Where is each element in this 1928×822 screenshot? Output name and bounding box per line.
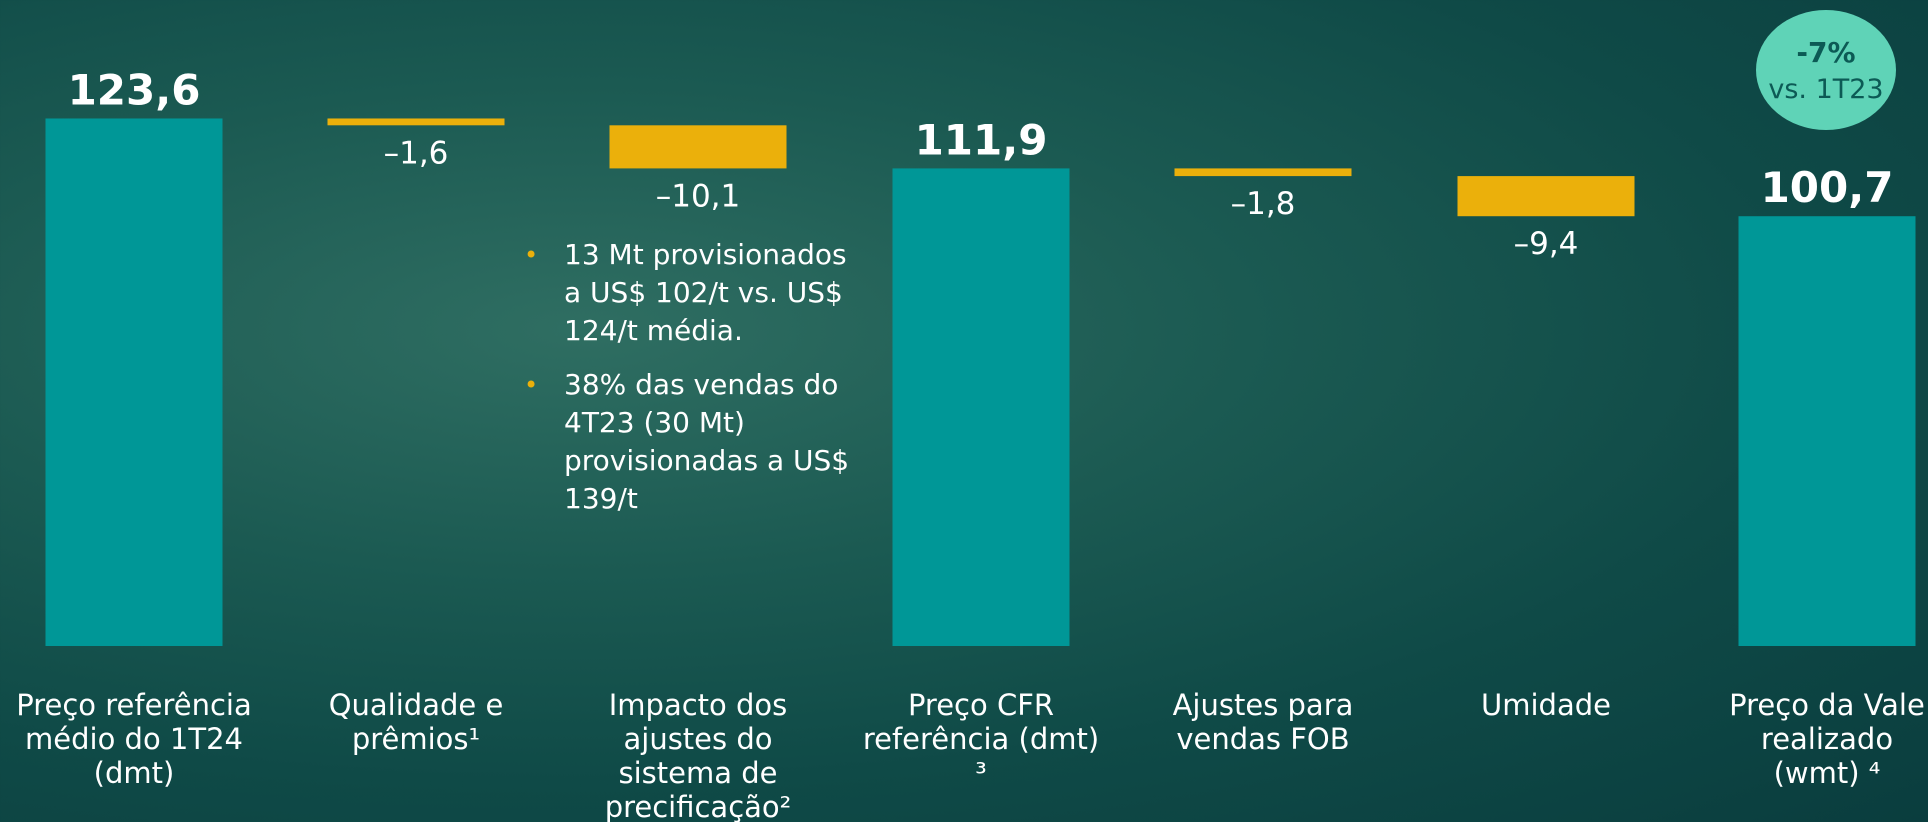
bullet: 13 Mt provisionados a US$ 102/t vs. US$ … (524, 236, 860, 350)
delta-bar (327, 118, 505, 126)
value-label: –1,8 (1231, 186, 1296, 222)
bullet: 38% das vendas do 4T23 (30 Mt) provision… (524, 366, 860, 518)
value-label: 100,7 (1761, 163, 1894, 212)
delta-bar (1457, 176, 1635, 217)
category-label: Umidade (1481, 688, 1611, 722)
value-label: 123,6 (68, 65, 201, 114)
delta-bar (609, 125, 787, 169)
category-label: Qualidade e prêmios¹ (328, 688, 504, 756)
value-label: 111,9 (915, 115, 1048, 164)
category-label: Preço da Vale realizado (wmt) ⁴ (1729, 688, 1925, 790)
badge-label: vs. 1T23 (1768, 74, 1883, 105)
badge-value: -7% (1796, 36, 1855, 69)
badge (1756, 10, 1896, 130)
total-bar (45, 118, 223, 646)
value-label: –10,1 (656, 178, 741, 214)
category-label: Preço referência médio do 1T24 (dmt) (16, 688, 252, 790)
bullet-text: 38% das vendas do 4T23 (30 Mt) provision… (564, 368, 850, 515)
total-bar (892, 168, 1070, 646)
delta-bar (1174, 168, 1352, 177)
category-label: Preço CFR referência (dmt) ³ (862, 688, 1100, 790)
bullet-text: 13 Mt provisionados a US$ 102/t vs. US$ … (564, 238, 847, 347)
value-label: –1,6 (384, 135, 449, 171)
value-label: –9,4 (1514, 226, 1579, 262)
total-bar (1738, 216, 1916, 646)
category-label: Ajustes para vendas FOB (1172, 688, 1354, 756)
category-label: Impacto dos ajustes do sistema de precif… (604, 688, 792, 822)
